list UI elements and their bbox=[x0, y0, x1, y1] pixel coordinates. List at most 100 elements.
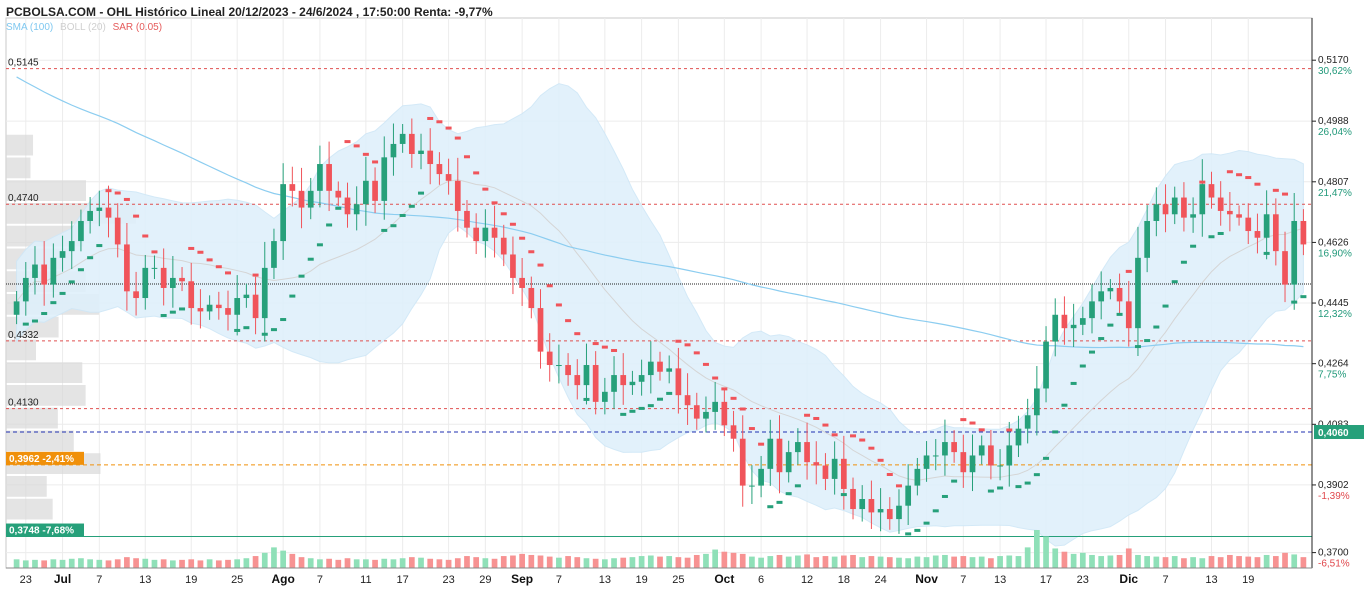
volume-bar bbox=[491, 558, 498, 568]
volume-bar bbox=[50, 559, 57, 568]
volume-bar bbox=[831, 556, 838, 568]
candle-body bbox=[160, 267, 167, 288]
candle-body bbox=[13, 301, 20, 315]
sar-dot bbox=[408, 204, 415, 208]
volume-profile-bar bbox=[6, 407, 58, 429]
sar-dot bbox=[298, 274, 305, 278]
date-tick-label: Dic bbox=[1119, 572, 1138, 586]
candle-body bbox=[1227, 210, 1233, 215]
legend-boll[interactable]: BOLL (20) bbox=[60, 22, 106, 33]
sar-dot bbox=[188, 246, 195, 250]
candle-body bbox=[749, 485, 755, 487]
volume-bar bbox=[344, 558, 351, 568]
sar-dot bbox=[638, 406, 645, 410]
sar-dot bbox=[1263, 251, 1270, 255]
date-tick-label: 23 bbox=[1077, 574, 1089, 586]
volume-bar bbox=[1079, 552, 1086, 568]
volume-bar bbox=[1144, 556, 1150, 568]
candles[interactable] bbox=[13, 118, 1307, 534]
candle-body bbox=[795, 442, 801, 453]
sar-dot bbox=[436, 120, 443, 124]
volume-bar bbox=[556, 557, 562, 568]
candle-body bbox=[951, 442, 957, 453]
date-axis: 23 Jul 7 13 19 25 Ago 7 11 17 23 29 Sep 7 13 19 25 Oct 6 12… bbox=[6, 567, 1312, 586]
candle-body bbox=[363, 180, 369, 205]
volume-bar bbox=[206, 559, 213, 568]
candle-body bbox=[151, 267, 158, 269]
sar-dot bbox=[307, 257, 314, 261]
volume-bar bbox=[215, 560, 222, 568]
date-tick-label: 7 bbox=[1162, 574, 1168, 586]
sar-dot bbox=[1217, 231, 1224, 235]
date-tick-label: 6 bbox=[758, 574, 764, 586]
sar-dot bbox=[1134, 345, 1141, 349]
pct-tick-label: -6,51% bbox=[1318, 559, 1350, 570]
sar-dot bbox=[372, 160, 379, 164]
volume-bar bbox=[454, 558, 461, 568]
sar-dot bbox=[978, 428, 985, 432]
volume-bar bbox=[1061, 551, 1068, 568]
volume-bar bbox=[675, 557, 682, 568]
sar-dot bbox=[1254, 182, 1261, 186]
volume-bar bbox=[1162, 557, 1169, 568]
candle-body bbox=[280, 184, 286, 242]
sar-dot bbox=[519, 236, 526, 240]
indicator-lines bbox=[16, 76, 1304, 481]
legend-sma[interactable]: SMA (100) bbox=[6, 22, 54, 33]
candle-body bbox=[960, 452, 967, 473]
volume-bar bbox=[565, 556, 571, 568]
candle-body bbox=[556, 365, 562, 367]
date-tick-label: 24 bbox=[874, 574, 886, 586]
candle-body bbox=[1015, 428, 1022, 446]
legend-sar[interactable]: SAR (0.05) bbox=[112, 22, 163, 33]
volume-bar bbox=[13, 559, 20, 568]
sar-dot bbox=[537, 263, 544, 267]
date-tick-label: 7 bbox=[317, 574, 323, 586]
volume-bar bbox=[188, 559, 195, 568]
volume-bar bbox=[647, 555, 654, 568]
volume-bar bbox=[59, 559, 66, 568]
sar-dot bbox=[1272, 188, 1279, 192]
pct-tick-label: 26,04% bbox=[1318, 127, 1352, 138]
date-tick-label: 23 bbox=[442, 574, 454, 586]
candle-body bbox=[436, 164, 443, 175]
candle-body bbox=[353, 204, 360, 215]
level-label: 0,4740 bbox=[8, 193, 39, 204]
sar-dot bbox=[326, 223, 333, 227]
sar-dot bbox=[50, 301, 57, 305]
candle-body bbox=[813, 462, 820, 466]
sar-dot bbox=[390, 224, 397, 228]
volume-bar bbox=[997, 556, 1003, 568]
candle-body bbox=[776, 438, 783, 473]
volume-bar bbox=[951, 556, 957, 568]
volume-profile-bar bbox=[6, 180, 86, 201]
volume-bar bbox=[436, 559, 443, 568]
volume-bar bbox=[326, 558, 332, 568]
candle-body bbox=[335, 190, 342, 198]
volume-profile-bar bbox=[6, 339, 36, 361]
candle-body bbox=[317, 164, 323, 191]
volume-bar bbox=[124, 557, 130, 568]
date-tick-label: 23 bbox=[20, 574, 32, 586]
volume-bar bbox=[657, 556, 663, 568]
volume-bar bbox=[638, 556, 645, 568]
candle-body bbox=[234, 298, 241, 315]
candle-body bbox=[1061, 314, 1068, 329]
candle-body bbox=[1107, 287, 1114, 292]
candle-body bbox=[675, 368, 682, 396]
volume-bar bbox=[234, 559, 241, 568]
sar-dot bbox=[1245, 176, 1252, 180]
sar-dot bbox=[905, 532, 912, 536]
volume-bar bbox=[335, 559, 342, 568]
candle-body bbox=[1254, 231, 1261, 238]
candle-body bbox=[1208, 184, 1215, 198]
sar-dot bbox=[96, 244, 103, 248]
candle-body bbox=[418, 150, 424, 154]
candle-body bbox=[179, 277, 185, 282]
sar-dot bbox=[1043, 456, 1050, 460]
date-tick-label: 13 bbox=[1205, 574, 1217, 586]
sar-dot bbox=[583, 397, 590, 401]
candle-body bbox=[1282, 251, 1288, 285]
volume-bar bbox=[1263, 554, 1270, 568]
